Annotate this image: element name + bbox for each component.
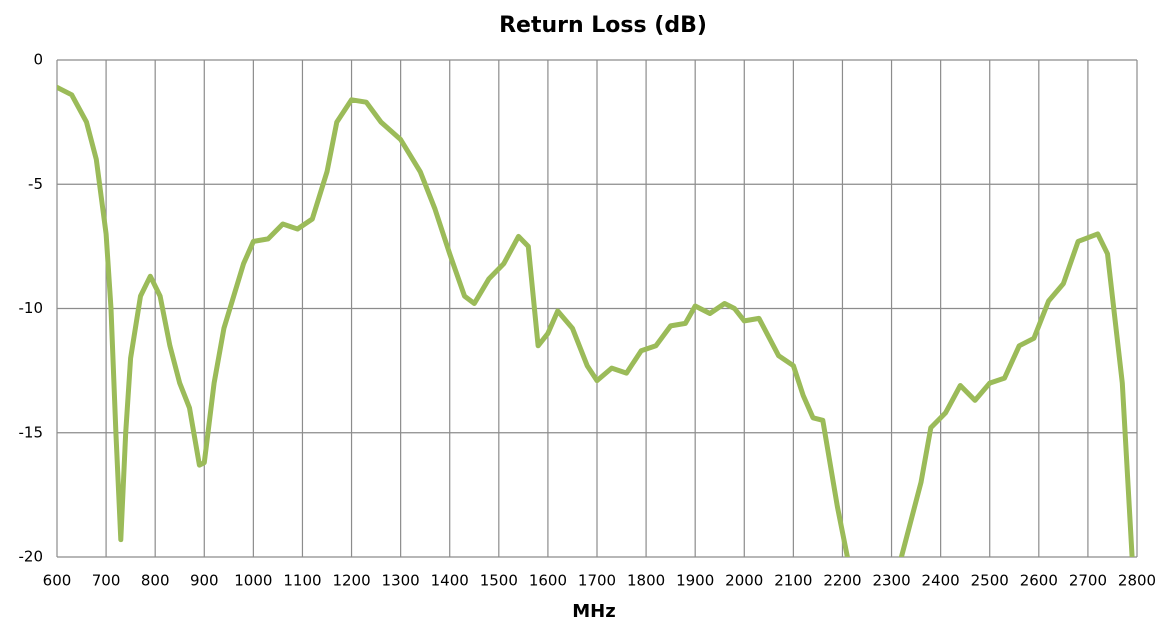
x-tick-label: 2600	[1020, 572, 1058, 590]
x-tick-label: 800	[141, 572, 170, 590]
x-tick-label: 2300	[872, 572, 910, 590]
x-tick-label: 700	[92, 572, 121, 590]
x-tick-label: 1200	[332, 572, 370, 590]
x-tick-label: 1400	[431, 572, 469, 590]
data-line	[57, 84, 1135, 557]
x-tick-label: 1100	[283, 572, 321, 590]
x-tick-label: 2400	[922, 572, 960, 590]
x-tick-label: 2800	[1118, 572, 1156, 590]
x-tick-label: 1500	[480, 572, 518, 590]
x-tick-label: 1000	[234, 572, 272, 590]
x-tick-label: 1900	[676, 572, 714, 590]
x-tick-label: 1800	[627, 572, 665, 590]
y-tick-label: -20	[19, 548, 44, 566]
x-tick-label: 2700	[1069, 572, 1107, 590]
x-tick-label: 1700	[578, 572, 616, 590]
x-axis-label: MHz	[572, 601, 615, 622]
x-tick-label: 600	[43, 572, 72, 590]
x-tick-label: 2000	[725, 572, 763, 590]
y-tick-label: -5	[28, 175, 43, 193]
x-tick-label: 2200	[823, 572, 861, 590]
x-tick-label: 1600	[529, 572, 567, 590]
chart-title: Return Loss (dB)	[499, 13, 707, 38]
y-tick-label: -15	[19, 423, 44, 441]
y-tick-label: -10	[19, 299, 44, 317]
x-tick-label: 900	[190, 572, 219, 590]
x-tick-label: 1300	[382, 572, 420, 590]
y-tick-label: 0	[33, 51, 43, 69]
x-tick-label: 2100	[774, 572, 812, 590]
x-tick-label: 2500	[971, 572, 1009, 590]
